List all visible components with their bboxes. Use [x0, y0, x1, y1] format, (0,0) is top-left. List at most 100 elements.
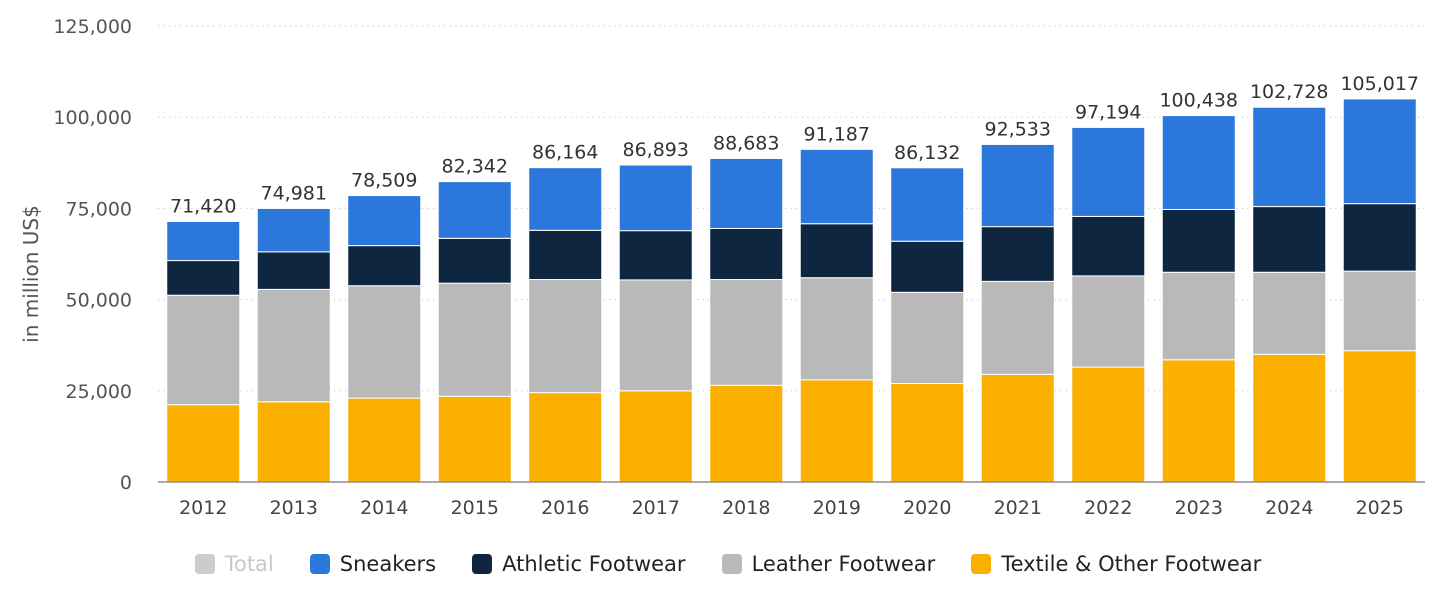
bar-segment	[256, 401, 331, 483]
legend-swatch	[721, 554, 742, 574]
bar-segment	[1071, 126, 1146, 217]
bar-segment	[1342, 270, 1417, 352]
legend-swatch	[472, 554, 493, 574]
total-data-label: 97,194	[1075, 101, 1141, 123]
bar-segment	[347, 195, 422, 247]
y-tick-label: 0	[120, 472, 132, 494]
bar-segment	[437, 181, 512, 239]
total-data-label: 102,728	[1250, 81, 1329, 103]
bar-segment	[1252, 106, 1327, 208]
total-data-label: 91,187	[804, 123, 870, 145]
bar-segment	[1161, 271, 1236, 361]
bar-segment	[1071, 366, 1146, 483]
x-tick-label: 2020	[903, 497, 951, 519]
bar-segment	[709, 279, 784, 386]
y-tick-label: 125,000	[53, 16, 132, 38]
x-tick-label: 2016	[541, 497, 589, 519]
legend-label: Athletic Footwear	[502, 552, 686, 576]
bar-segment	[256, 288, 331, 403]
legend-label: Total	[224, 552, 274, 576]
bar-segment	[1161, 115, 1236, 210]
y-tick-label: 25,000	[66, 381, 132, 403]
bar-segment	[799, 379, 874, 483]
total-data-label: 105,017	[1340, 73, 1419, 95]
total-data-label: 71,420	[170, 195, 236, 217]
x-tick-label: 2023	[1175, 497, 1223, 519]
bar-segment	[256, 207, 331, 253]
total-data-label: 86,132	[894, 142, 960, 164]
bar-segment	[799, 277, 874, 381]
x-tick-label: 2021	[994, 497, 1042, 519]
bar-segment	[1252, 271, 1327, 355]
x-tick-label: 2014	[360, 497, 408, 519]
x-tick-label: 2012	[179, 497, 227, 519]
legend-swatch	[971, 554, 992, 574]
x-tick-label: 2024	[1265, 497, 1313, 519]
legend-item[interactable]: Textile & Other Footwear	[971, 552, 1261, 576]
bar-segment	[437, 237, 512, 284]
chart-legend: Total Sneakers Athletic Footwear Leather Fo…	[0, 546, 1456, 582]
x-tick-label: 2013	[270, 497, 318, 519]
bar-segment	[166, 404, 241, 483]
bar-segment	[528, 229, 603, 281]
bar-segment	[890, 167, 965, 242]
bar-segment	[980, 143, 1055, 228]
legend-label: Leather Footwear	[751, 552, 936, 576]
bar-segment	[618, 390, 693, 483]
bar-segment	[528, 392, 603, 483]
legend-label: Sneakers	[339, 552, 437, 576]
bar-segment	[709, 157, 784, 229]
x-tick-label: 2018	[722, 497, 770, 519]
total-data-label: 74,981	[261, 182, 327, 204]
bar-segment	[1342, 98, 1417, 205]
bar-segment	[1342, 203, 1417, 272]
bar-segment	[1071, 215, 1146, 277]
legend-item[interactable]: Total	[194, 552, 274, 576]
bar-segment	[1252, 206, 1327, 273]
total-data-label: 78,509	[351, 170, 417, 192]
bar-segment	[980, 226, 1055, 282]
legend-swatch	[309, 554, 330, 574]
total-data-label: 100,438	[1159, 90, 1238, 112]
legend-swatch	[194, 554, 215, 574]
bar-segment	[166, 220, 241, 262]
bar-segment	[709, 384, 784, 483]
total-data-label: 82,342	[442, 156, 508, 178]
y-axis-title: in million US$	[19, 205, 43, 343]
bar-segment	[799, 148, 874, 225]
bar-segment	[1252, 353, 1327, 483]
bar-segment	[1161, 208, 1236, 273]
legend-item[interactable]: Athletic Footwear	[472, 552, 686, 576]
total-data-label: 92,533	[985, 118, 1051, 140]
total-data-label: 86,164	[532, 142, 598, 164]
total-data-label: 86,893	[623, 139, 689, 161]
x-tick-label: 2022	[1084, 497, 1132, 519]
bar-segment	[437, 395, 512, 483]
bar-segment	[347, 245, 422, 287]
bar-segment	[799, 223, 874, 279]
bar-segment	[166, 294, 241, 406]
legend-label: Textile & Other Footwear	[1001, 552, 1262, 576]
x-tick-label: 2017	[632, 497, 680, 519]
x-tick-label: 2015	[451, 497, 499, 519]
total-data-label: 88,683	[713, 132, 779, 154]
x-tick-label: 2019	[813, 497, 861, 519]
bar-segment	[980, 373, 1055, 483]
bar-segment	[618, 164, 693, 232]
y-tick-label: 75,000	[66, 198, 132, 220]
bar-segment	[1342, 350, 1417, 483]
bar-segment	[1071, 275, 1146, 368]
legend-item[interactable]: Leather Footwear	[721, 552, 936, 576]
bar-segment	[980, 280, 1055, 375]
y-tick-label: 100,000	[53, 107, 132, 129]
bar-segment	[709, 227, 784, 281]
bar-segment	[1161, 359, 1236, 483]
legend-item[interactable]: Sneakers	[309, 552, 437, 576]
bar-segment	[618, 230, 693, 281]
bar-segment	[890, 240, 965, 293]
bar-segment	[166, 260, 241, 296]
bar-segment	[256, 251, 331, 290]
bar-segment	[890, 383, 965, 483]
bar-segment	[528, 167, 603, 231]
